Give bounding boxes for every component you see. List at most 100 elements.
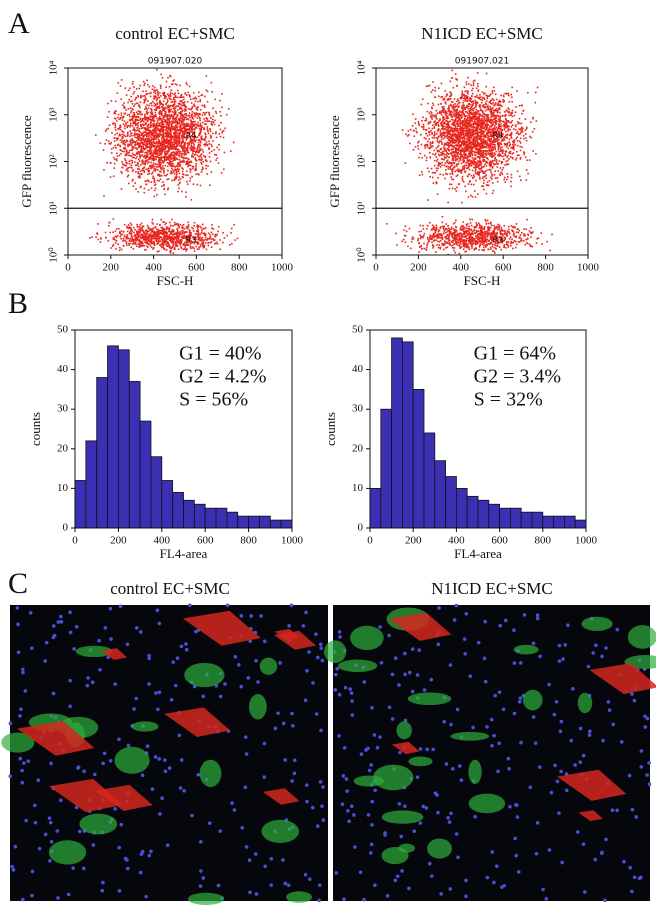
point xyxy=(208,133,210,135)
point xyxy=(179,231,181,233)
point xyxy=(165,128,167,130)
point xyxy=(196,112,198,114)
point xyxy=(138,145,140,147)
point xyxy=(174,222,176,224)
point xyxy=(207,238,209,240)
point xyxy=(445,96,447,98)
point xyxy=(424,137,426,139)
point xyxy=(184,146,186,148)
point xyxy=(157,136,159,138)
point xyxy=(162,104,164,106)
point xyxy=(412,113,414,115)
point xyxy=(124,235,126,237)
point xyxy=(205,237,207,239)
point xyxy=(464,165,466,167)
point xyxy=(171,84,173,86)
point xyxy=(178,162,180,164)
point xyxy=(194,154,196,156)
point xyxy=(168,178,170,180)
point xyxy=(159,224,161,226)
point xyxy=(190,247,192,249)
point xyxy=(177,127,179,129)
point xyxy=(117,117,119,119)
point xyxy=(494,170,496,172)
point xyxy=(159,142,161,144)
point xyxy=(206,75,208,77)
point xyxy=(123,151,125,153)
point xyxy=(197,229,199,231)
point xyxy=(195,246,197,248)
point xyxy=(160,240,162,242)
point xyxy=(140,243,142,245)
point xyxy=(124,158,126,160)
point xyxy=(204,123,206,125)
point xyxy=(136,130,138,132)
point xyxy=(168,147,170,149)
point xyxy=(427,85,429,87)
point xyxy=(468,183,470,185)
point xyxy=(130,246,132,248)
point xyxy=(153,170,155,172)
point xyxy=(443,159,445,161)
point xyxy=(201,105,203,107)
point xyxy=(131,110,133,112)
point xyxy=(465,111,467,113)
point xyxy=(191,156,193,158)
point xyxy=(140,139,142,141)
point xyxy=(196,230,198,232)
point xyxy=(197,148,199,150)
chart-subtitle: 091907.020 xyxy=(148,57,203,67)
point xyxy=(185,196,187,198)
point xyxy=(138,236,140,238)
point xyxy=(121,115,123,117)
point xyxy=(526,169,528,171)
point xyxy=(220,136,222,138)
point xyxy=(195,148,197,150)
point xyxy=(493,87,495,89)
point xyxy=(115,127,117,129)
point xyxy=(508,93,510,95)
point xyxy=(151,181,153,183)
point xyxy=(105,237,107,239)
point xyxy=(430,114,432,116)
point xyxy=(212,233,214,235)
point xyxy=(132,147,134,149)
point xyxy=(137,243,139,245)
point xyxy=(450,176,452,178)
point xyxy=(133,227,135,229)
point xyxy=(158,238,160,240)
point xyxy=(439,111,441,113)
point xyxy=(131,162,133,164)
point xyxy=(172,101,174,103)
point xyxy=(137,125,139,127)
point xyxy=(149,150,151,152)
point xyxy=(211,146,213,148)
point xyxy=(194,124,196,126)
point xyxy=(469,163,471,165)
point xyxy=(190,165,192,167)
point xyxy=(462,126,464,128)
point xyxy=(199,156,201,158)
point xyxy=(515,138,517,140)
point xyxy=(122,151,124,153)
point xyxy=(128,174,130,176)
point xyxy=(121,141,123,143)
point xyxy=(169,234,171,236)
point xyxy=(166,81,168,83)
point xyxy=(415,128,417,130)
point xyxy=(154,182,156,184)
point xyxy=(158,241,160,243)
point xyxy=(148,170,150,172)
point xyxy=(168,139,170,141)
point xyxy=(174,92,176,94)
point xyxy=(504,115,506,117)
point xyxy=(147,120,149,122)
point xyxy=(413,135,415,137)
point xyxy=(151,237,153,239)
point xyxy=(171,101,173,103)
point xyxy=(148,135,150,137)
point xyxy=(148,138,150,140)
point xyxy=(150,168,152,170)
point xyxy=(158,233,160,235)
point xyxy=(515,111,517,113)
